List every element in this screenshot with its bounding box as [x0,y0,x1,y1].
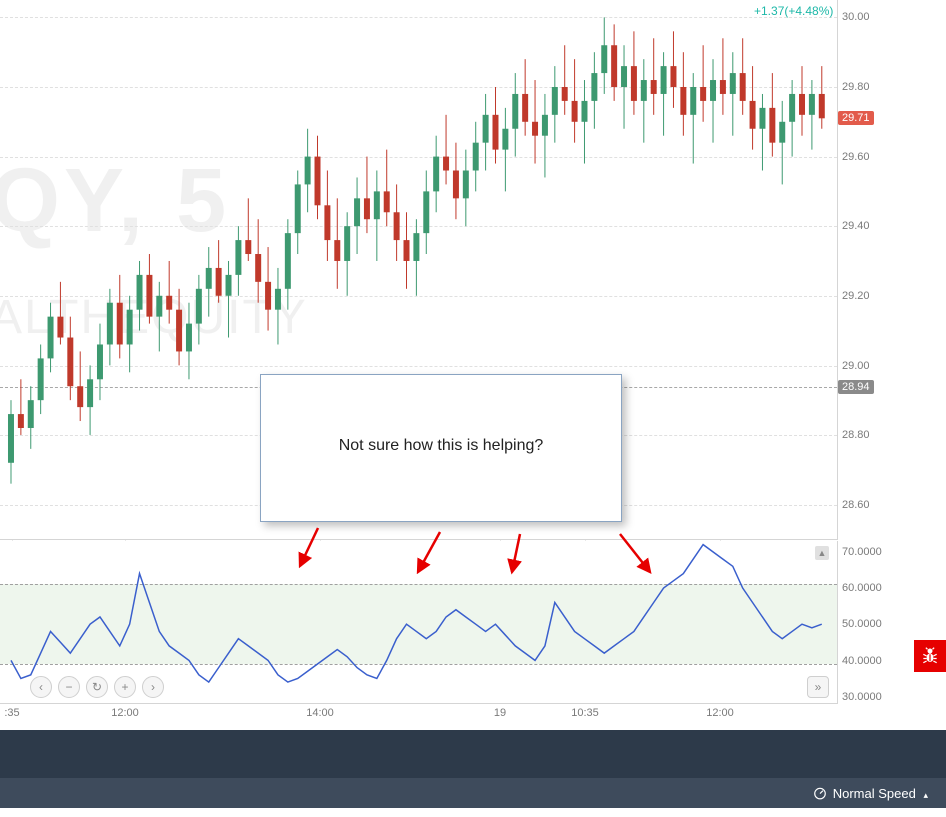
indicator-collapse-toggle[interactable]: ▲ [815,546,829,560]
indicator-y-tick: 50.0000 [842,618,882,630]
price-badge: 28.94 [838,380,874,394]
bug-icon [920,646,940,666]
y-tick-label: 28.80 [842,429,870,441]
annotation-callout[interactable]: Not sure how this is helping? [260,374,622,522]
indicator-y-axis[interactable]: 70.0000 60.0000 50.0000 40.0000 30.0000 [838,541,890,704]
y-tick-label: 29.00 [842,360,870,372]
chart-container: QY, 5 ALTHEQUITY +1.37(+4.48%) 30.0029.8… [0,0,946,817]
y-tick-label: 28.60 [842,499,870,511]
annotation-text: Not sure how this is helping? [279,437,603,455]
price-y-axis[interactable]: 30.0029.8029.6029.4029.2029.0028.8028.60… [838,0,876,540]
indicator-y-tick: 60.0000 [842,582,882,594]
report-bug-button[interactable] [914,640,946,672]
indicator-panel[interactable]: ▲ ‹−↻ + › » [0,541,838,704]
time-x-axis[interactable]: :35 12:00 14:00 19 10:35 12:00 [0,704,838,724]
price-badge: 29.71 [838,111,874,125]
indicator-y-tick: 70.0000 [842,546,882,558]
bottom-bar [0,730,946,778]
indicator-y-tick: 40.0000 [842,655,882,667]
price-change-label: +1.37(+4.48%) [754,4,940,18]
chart-nav-button[interactable]: ↻ [86,676,108,698]
caret-up-icon: ▴ [923,790,928,800]
x-tick-label: 12:00 [111,707,139,719]
indicator-y-tick: 30.0000 [842,691,882,703]
playback-speed-button[interactable]: Normal Speed ▴ [833,786,928,801]
y-tick-label: 29.60 [842,151,870,163]
speed-label: Normal Speed [833,786,916,801]
x-tick-label: 14:00 [306,707,334,719]
chart-nav-button[interactable]: + [114,676,136,698]
x-tick-label: :35 [4,707,19,719]
y-tick-label: 29.20 [842,290,870,302]
x-tick-label: 19 [494,707,506,719]
chart-nav-button[interactable]: − [58,676,80,698]
scroll-right-icon: » [815,680,822,694]
y-tick-label: 29.80 [842,81,870,93]
status-bar: Normal Speed ▴ [0,778,946,808]
y-tick-label: 29.40 [842,220,870,232]
scroll-right-button[interactable]: » [807,676,829,698]
x-tick-label: 10:35 [571,707,599,719]
x-tick-label: 12:00 [706,707,734,719]
chart-nav-buttons: ‹−↻ + › [30,676,164,698]
chart-nav-button[interactable]: › [142,676,164,698]
chart-nav-button[interactable]: ‹ [30,676,52,698]
speed-gauge-icon [813,786,827,800]
